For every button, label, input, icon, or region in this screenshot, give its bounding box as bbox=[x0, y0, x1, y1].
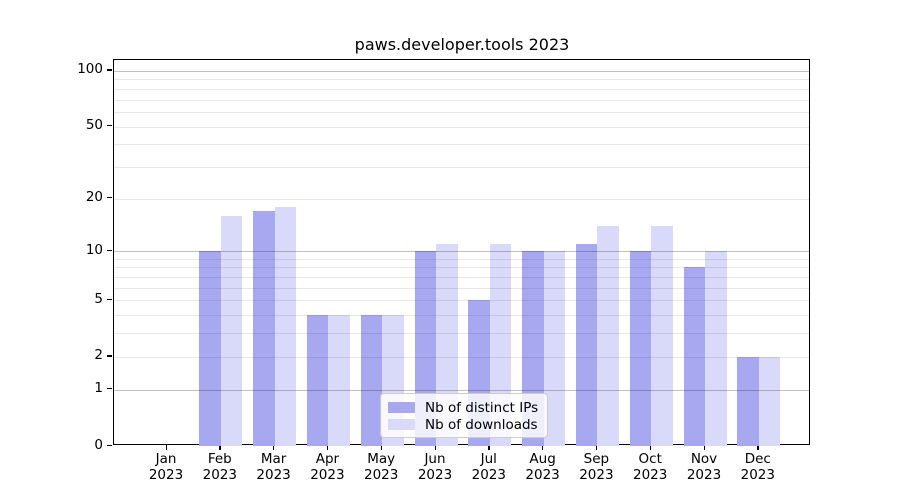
y-tick-label-20: 20 bbox=[85, 189, 103, 206]
x-tick-mark-apr bbox=[326, 445, 329, 450]
gridline-1 bbox=[114, 389, 809, 391]
x-tick-label-mar: Mar 2023 bbox=[256, 451, 291, 483]
bar-downloads-oct bbox=[651, 225, 673, 446]
gridline-90 bbox=[114, 79, 809, 81]
x-tick-label-oct: Oct 2023 bbox=[633, 451, 668, 483]
x-tick-mark-dec bbox=[757, 445, 759, 450]
plot-area: Nb of distinct IPs Nb of downloads bbox=[113, 59, 810, 446]
legend-label-distinct-ips: Nb of distinct IPs bbox=[425, 399, 539, 416]
gridline-4 bbox=[114, 315, 809, 317]
x-tick-mark-sep bbox=[595, 445, 598, 450]
bar-downloads-nov bbox=[705, 251, 727, 446]
legend-swatch-distinct-ips bbox=[388, 402, 415, 413]
bar-downloads-feb bbox=[220, 215, 243, 446]
gridline-3 bbox=[114, 333, 809, 335]
x-tick-label-nov: Nov 2023 bbox=[686, 451, 722, 483]
x-tick-label-dec: Dec 2023 bbox=[740, 451, 775, 483]
y-tick-mark-1 bbox=[107, 388, 112, 390]
legend-entry-distinct-ips: Nb of distinct IPs bbox=[388, 399, 539, 416]
x-tick-label-apr: Apr 2023 bbox=[310, 451, 345, 483]
bar-downloads-dec bbox=[758, 356, 781, 446]
legend-swatch-downloads bbox=[388, 419, 415, 430]
x-tick-mark-jan bbox=[165, 445, 167, 450]
gridline-40 bbox=[114, 144, 809, 146]
bar-downloads-mar bbox=[274, 206, 297, 446]
x-tick-label-jan: Jan 2023 bbox=[148, 451, 184, 483]
x-tick-mark-jul bbox=[488, 445, 490, 450]
y-tick-mark-2 bbox=[107, 355, 112, 357]
gridline-5 bbox=[114, 300, 809, 302]
gridline-9 bbox=[114, 258, 809, 260]
bar-downloads-aug bbox=[543, 251, 566, 446]
x-tick-label-jun: Jun 2023 bbox=[417, 451, 453, 483]
gridline-2 bbox=[114, 356, 809, 358]
y-tick-label-0: 0 bbox=[94, 436, 103, 453]
x-tick-mark-mar bbox=[273, 445, 275, 450]
y-tick-label-10: 10 bbox=[85, 241, 103, 258]
bar-distinct-ips-sep bbox=[575, 244, 598, 446]
gridline-30 bbox=[114, 166, 809, 168]
bar-distinct-ips-apr bbox=[306, 315, 329, 446]
y-tick-label-1: 1 bbox=[94, 380, 103, 397]
x-tick-mark-may bbox=[380, 445, 382, 450]
gridline-10 bbox=[114, 251, 809, 253]
gridline-6 bbox=[114, 287, 809, 289]
x-tick-label-may: May 2023 bbox=[364, 451, 399, 483]
y-tick-mark-0 bbox=[107, 444, 112, 446]
bar-distinct-ips-dec bbox=[737, 356, 759, 446]
x-tick-mark-oct bbox=[649, 445, 651, 450]
y-tick-mark-50 bbox=[107, 125, 112, 127]
x-tick-label-aug: Aug 2023 bbox=[525, 451, 560, 483]
x-tick-mark-feb bbox=[219, 445, 221, 450]
bar-downloads-apr bbox=[328, 315, 350, 446]
gridline-50 bbox=[114, 126, 809, 128]
x-tick-mark-aug bbox=[542, 445, 544, 450]
gridline-7 bbox=[114, 277, 809, 279]
gridline-70 bbox=[114, 99, 809, 101]
gridline-20 bbox=[114, 198, 809, 200]
x-tick-mark-nov bbox=[703, 445, 705, 450]
bar-distinct-ips-nov bbox=[683, 267, 705, 446]
legend-label-downloads: Nb of downloads bbox=[425, 416, 538, 433]
gridline-80 bbox=[114, 88, 809, 90]
y-tick-mark-100 bbox=[107, 69, 112, 71]
x-tick-label-jul: Jul 2023 bbox=[471, 451, 506, 483]
bar-distinct-ips-may bbox=[360, 315, 383, 446]
x-tick-mark-jun bbox=[434, 445, 436, 450]
y-tick-label-2: 2 bbox=[94, 347, 103, 364]
gridline-60 bbox=[114, 111, 809, 113]
y-tick-label-5: 5 bbox=[94, 290, 103, 307]
x-tick-label-sep: Sep 2023 bbox=[579, 451, 614, 483]
bar-distinct-ips-oct bbox=[629, 251, 652, 446]
legend-entry-downloads: Nb of downloads bbox=[388, 416, 539, 433]
y-tick-mark-20 bbox=[107, 197, 112, 199]
x-tick-label-feb: Feb 2023 bbox=[202, 451, 237, 483]
gridline-8 bbox=[114, 267, 809, 269]
y-tick-label-50: 50 bbox=[85, 117, 103, 133]
legend: Nb of distinct IPs Nb of downloads bbox=[380, 393, 548, 438]
bar-distinct-ips-mar bbox=[253, 211, 275, 446]
chart-title: paws.developer.tools 2023 bbox=[354, 35, 570, 54]
bar-downloads-sep bbox=[597, 225, 619, 446]
gridline-100 bbox=[114, 70, 809, 72]
bar-distinct-ips-feb bbox=[199, 251, 221, 446]
y-tick-mark-10 bbox=[107, 249, 112, 251]
y-tick-label-100: 100 bbox=[77, 61, 103, 78]
y-tick-mark-5 bbox=[107, 298, 112, 301]
